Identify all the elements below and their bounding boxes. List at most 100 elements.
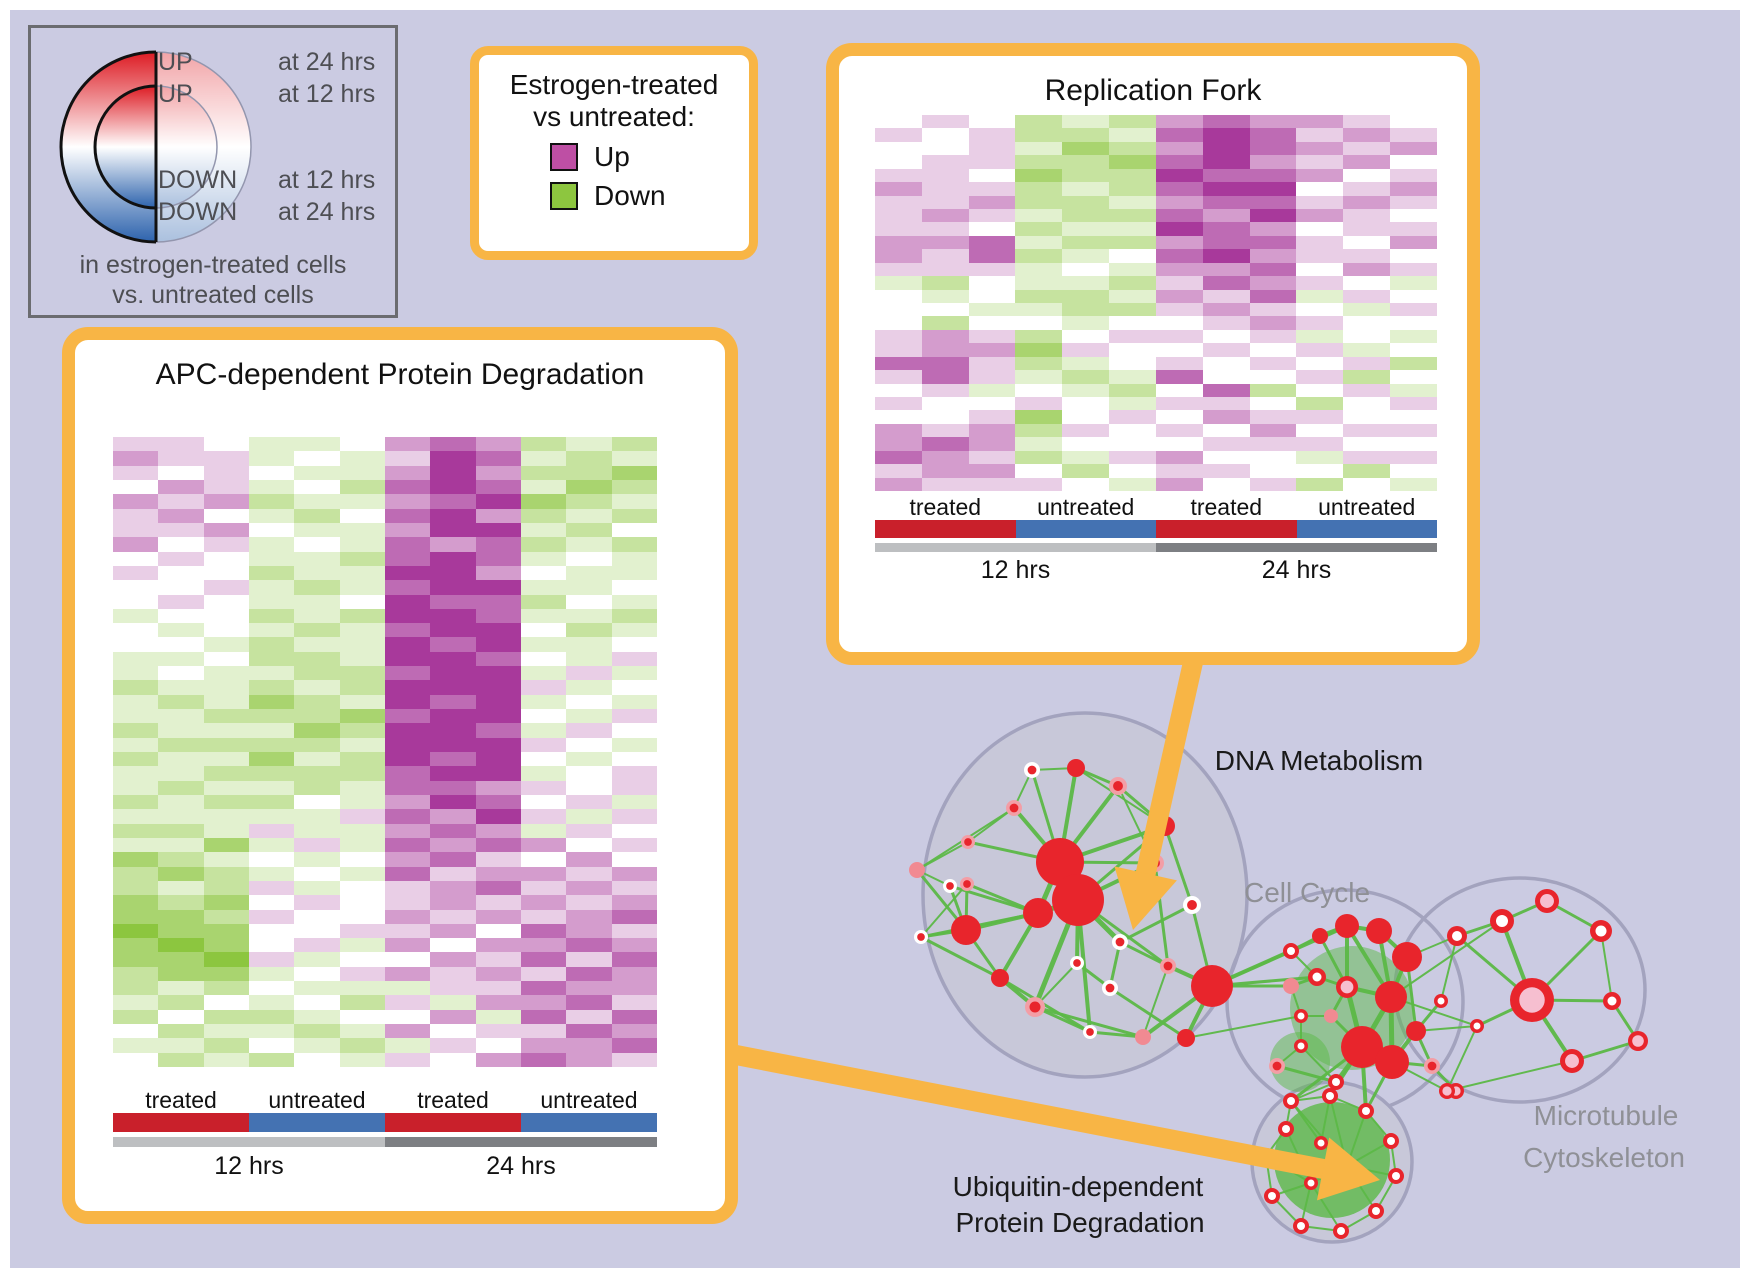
heatmap-cell xyxy=(1296,222,1344,236)
network-edge xyxy=(1119,903,1193,944)
heatmap-cell xyxy=(611,966,657,982)
heatmap-cell xyxy=(158,995,204,1010)
heatmap-cell xyxy=(294,766,340,781)
heatmap-cell xyxy=(430,537,476,552)
heatmap-cell xyxy=(475,923,521,939)
heatmap-cell xyxy=(1015,410,1063,424)
heatmap-cell xyxy=(968,437,1016,451)
repfork-treatment-bar xyxy=(875,520,1437,538)
heatmap-cell xyxy=(384,551,431,566)
heatmap-cell xyxy=(1249,155,1297,169)
heatmap-cell xyxy=(113,437,159,452)
gene-set-node-center xyxy=(1372,1207,1380,1215)
heatmap-cell xyxy=(113,852,159,867)
repfork-panel-title: Replication Fork xyxy=(1044,74,1262,107)
heatmap-cell xyxy=(1109,477,1156,491)
heatmap-cell xyxy=(113,580,159,595)
heatmap-cell xyxy=(1015,343,1063,357)
heatmap-cell xyxy=(475,880,521,896)
heatmap-cell xyxy=(430,594,476,609)
heatmap-cell xyxy=(339,580,385,595)
heatmap-cell xyxy=(158,766,204,781)
heatmap-cell xyxy=(1109,141,1156,156)
heatmap-cell xyxy=(203,1009,249,1025)
heatmap-cell xyxy=(339,608,385,624)
heatmap-cell xyxy=(1015,464,1063,478)
ubiquitin-label-line1: Ubiquitin-dependent xyxy=(953,1171,1204,1202)
heatmap-cell xyxy=(1296,464,1344,478)
heatmap-cell xyxy=(921,209,969,223)
gene-set-node-center xyxy=(1287,947,1295,955)
gene-set-node-center xyxy=(917,933,925,941)
gene-set-node-center xyxy=(1027,765,1037,775)
heatmap-cell xyxy=(611,909,657,924)
heatmap-cell xyxy=(339,909,385,924)
heatmap-cell xyxy=(339,766,385,781)
heatmap-cell xyxy=(1155,370,1203,384)
heatmap-cell xyxy=(203,594,249,609)
heatmap-cell xyxy=(384,522,431,538)
heatmap-cell xyxy=(1343,397,1391,411)
heatmap-cell xyxy=(921,115,969,129)
heatmap-cell xyxy=(1390,276,1437,290)
gene-set-node-center xyxy=(1362,1107,1370,1115)
heatmap-cell xyxy=(875,222,922,236)
heatmap-cell xyxy=(203,637,249,652)
heatmap-cell xyxy=(1249,182,1297,196)
heatmap-cell xyxy=(1202,423,1250,438)
heatmap-cell xyxy=(339,623,385,638)
heatmap-cell xyxy=(339,651,385,667)
heatmap-cell xyxy=(1296,383,1344,397)
heatmap-cell xyxy=(203,995,249,1010)
heatmap-cell xyxy=(1015,423,1063,438)
gene-set-node-center xyxy=(1115,937,1125,947)
heatmap-cell xyxy=(1062,437,1110,451)
heatmap-cell xyxy=(611,880,657,896)
heatmap-cell xyxy=(294,709,340,724)
heatmap-cell xyxy=(430,880,476,896)
heatmap-cell xyxy=(875,356,922,371)
heatmap-cell xyxy=(384,966,431,982)
ring-row1-time: at 24 hrs xyxy=(278,48,375,76)
heatmap-cell xyxy=(566,694,612,710)
heatmap-cell xyxy=(203,895,249,910)
heatmap-cell xyxy=(1390,370,1437,384)
heatmap-cell xyxy=(1202,437,1250,451)
heatmap-cell xyxy=(968,289,1016,303)
heatmap-cell xyxy=(1343,235,1391,250)
treatment-bar-segment xyxy=(1296,520,1437,538)
heatmap-cell xyxy=(203,522,249,538)
heatmap-cell xyxy=(1343,168,1391,183)
heatmap-cell xyxy=(475,479,521,495)
heatmap-cell xyxy=(520,866,567,881)
heatmap-cell xyxy=(520,809,567,824)
heatmap-cell xyxy=(1343,222,1391,236)
heatmap-cell xyxy=(203,608,249,624)
heatmap-cell xyxy=(248,766,295,781)
heatmap-cell xyxy=(1062,249,1110,263)
heatmap-cell xyxy=(1249,450,1297,465)
heatmap-cell xyxy=(113,923,159,939)
heatmap-cell xyxy=(921,370,969,384)
heatmap-cell xyxy=(158,565,204,581)
heatmap-cell xyxy=(921,356,969,371)
heatmap-cell xyxy=(430,1038,476,1053)
heatmap-cell xyxy=(384,809,431,824)
heatmap-cell xyxy=(1390,329,1437,344)
heatmap-cell xyxy=(475,909,521,924)
heatmap-cell xyxy=(248,651,295,667)
heatmap-cell xyxy=(1109,450,1156,465)
heatmap-cell xyxy=(384,580,431,595)
heatmap-cell xyxy=(248,437,295,452)
heatmap-cell xyxy=(875,235,922,250)
heatmap-cell xyxy=(1109,155,1156,169)
heatmap-cell xyxy=(566,508,612,523)
heatmap-cell xyxy=(203,465,249,480)
heatmap-cell xyxy=(1062,383,1110,397)
heatmap-cell xyxy=(430,823,476,838)
heatmap-cell xyxy=(921,141,969,156)
heatmap-cell xyxy=(875,289,922,303)
heatmap-cell xyxy=(430,580,476,595)
heatmap-cell xyxy=(1062,303,1110,317)
gene-set-node-center xyxy=(1113,781,1123,791)
